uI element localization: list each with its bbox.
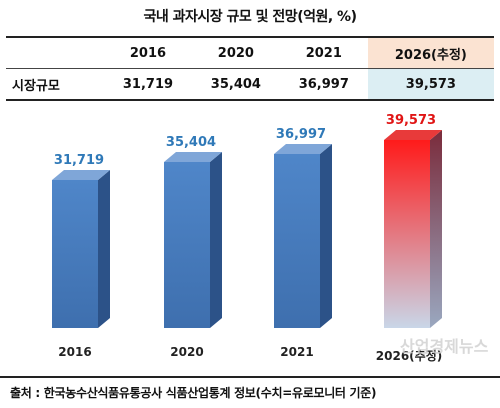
source-note: 출처 : 한국농수산식품유통공사 식품산업통계 정보(수치=유로모니터 기준) xyxy=(0,376,500,408)
bars-group: 31,719 2016 35,404 2020 36,997 2021 39,573 2026… xyxy=(52,113,442,363)
value-2026: 39,573 xyxy=(367,68,494,101)
column-header-2021: 2021 xyxy=(279,36,368,69)
column-header-2026: 2026(추정) xyxy=(367,36,494,69)
row-label: 시장규모 xyxy=(6,68,104,101)
bar-top-2026(추정) xyxy=(384,130,442,140)
category-label-2026(추정): 2026(추정) xyxy=(376,348,442,363)
category-label-2016: 2016 xyxy=(58,345,91,359)
value-2020: 35,404 xyxy=(191,68,280,101)
value-2016: 31,719 xyxy=(104,68,192,101)
table-header-row: 2016 2020 2021 2026(추정) xyxy=(6,36,494,69)
bar-top-2021 xyxy=(274,144,332,154)
value-label-2026(추정): 39,573 xyxy=(386,113,436,128)
bar-chart: 31,719 2016 35,404 2020 36,997 2021 39,573 2026… xyxy=(52,113,489,363)
bar-2016 xyxy=(52,180,98,328)
market-size-table: 2016 2020 2021 2026(추정) 시장규모 31,719 35,4… xyxy=(6,36,494,101)
value-2021: 36,997 xyxy=(279,68,368,101)
value-label-2016: 31,719 xyxy=(54,153,104,168)
bar-2026(추정) xyxy=(384,140,430,328)
category-label-2020: 2020 xyxy=(170,345,203,359)
table-corner-cell xyxy=(6,36,104,69)
value-label-2021: 36,997 xyxy=(276,127,326,142)
bar-side-2021 xyxy=(320,144,332,328)
bar-side-2026(추정) xyxy=(430,130,442,328)
chart-title: 국내 과자시장 규모 및 전망(억원, %) xyxy=(143,9,357,25)
category-label-2021: 2021 xyxy=(280,345,313,359)
column-header-2020: 2020 xyxy=(191,36,280,69)
bar-side-2016 xyxy=(98,170,110,328)
bar-top-2016 xyxy=(52,170,110,180)
bar-top-2020 xyxy=(164,152,222,162)
column-header-2016: 2016 xyxy=(104,36,192,69)
bar-2021 xyxy=(274,154,320,328)
value-label-2020: 35,404 xyxy=(166,135,216,150)
table-value-row: 시장규모 31,719 35,404 36,997 39,573 xyxy=(6,68,494,101)
bar-side-2020 xyxy=(210,152,222,328)
bar-2020 xyxy=(164,162,210,328)
watermark-text: 산업경제뉴스 xyxy=(400,337,489,356)
